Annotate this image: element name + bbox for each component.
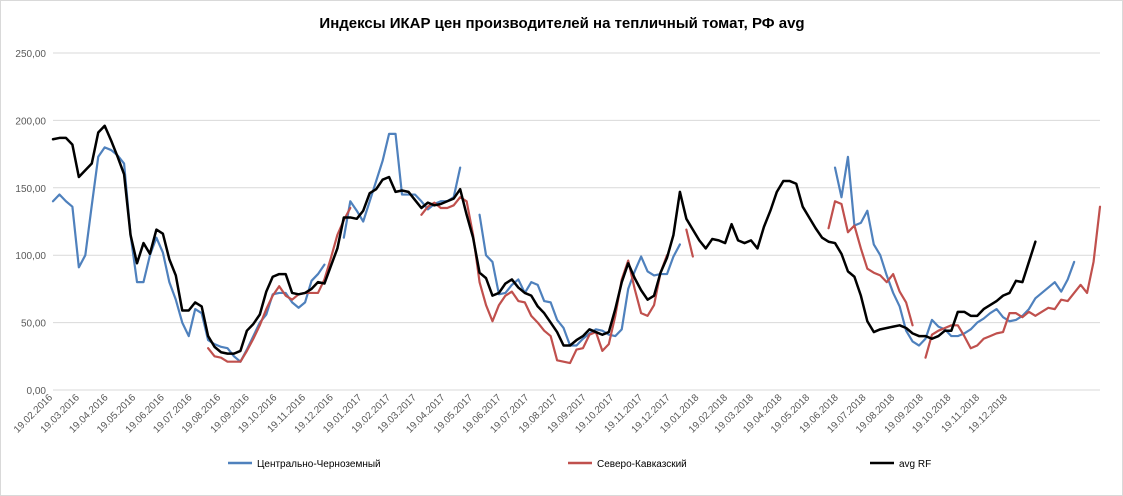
series-line-3	[51, 124, 1037, 355]
series-line-1	[51, 132, 1076, 363]
grid	[53, 52, 1100, 391]
legend-label-3: avg RF	[899, 459, 931, 470]
y-axis: 0,00 50,00 100,00 150,00 200,00 250,00	[15, 49, 46, 397]
y-tick-label: 250,00	[15, 49, 46, 60]
y-tick-label: 0,00	[27, 386, 47, 397]
chart-title: Индексы ИКАР цен производителей на тепли…	[319, 15, 804, 32]
legend-label-2: Северо-Кавказский	[597, 459, 687, 470]
y-tick-label: 50,00	[21, 319, 46, 330]
legend: Центрально-Черноземный Северо-Кавказский a…	[228, 459, 931, 470]
y-tick-label: 150,00	[15, 184, 46, 195]
y-tick-label: 200,00	[15, 116, 46, 127]
series-line-2	[207, 196, 1102, 365]
legend-label-1: Центрально-Черноземный	[257, 459, 381, 470]
series-lines	[51, 124, 1102, 365]
y-tick-label: 100,00	[15, 251, 46, 262]
